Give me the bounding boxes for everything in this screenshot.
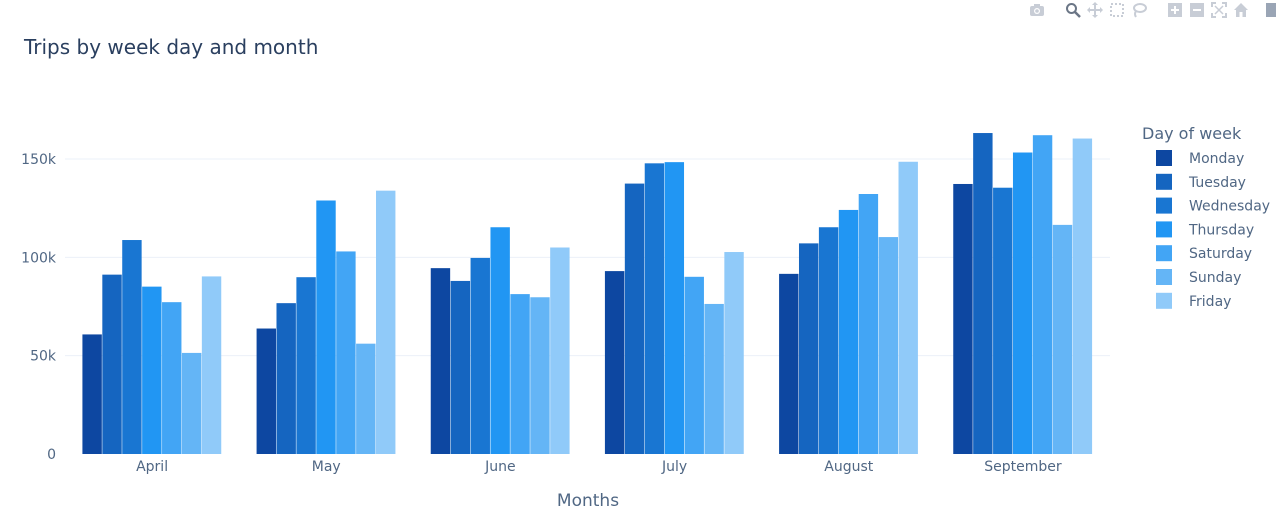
bar-monday-july[interactable] xyxy=(604,271,625,454)
zoom-in-icon[interactable] xyxy=(1164,1,1186,19)
bar-monday-june[interactable] xyxy=(430,268,451,454)
bar-sunday-august[interactable] xyxy=(878,237,899,454)
bar-wednesday-august[interactable] xyxy=(818,227,839,454)
modebar-group-export xyxy=(1026,1,1048,19)
bar-thursday-june[interactable] xyxy=(490,227,510,454)
bar-thursday-september[interactable] xyxy=(1012,152,1033,454)
bar-friday-april[interactable] xyxy=(201,276,222,454)
x-axis-title: Months xyxy=(557,491,619,511)
legend-title: Day of week xyxy=(1142,124,1242,143)
modebar-group-zoom xyxy=(1164,1,1252,19)
legend-swatch xyxy=(1156,269,1172,285)
bar-wednesday-september[interactable] xyxy=(993,187,1013,455)
bars xyxy=(82,133,1093,455)
gridlines xyxy=(65,158,1110,357)
bar-wednesday-july[interactable] xyxy=(644,163,665,454)
bar-monday-may[interactable] xyxy=(256,328,276,454)
legend-label: Monday xyxy=(1189,151,1244,167)
legend-item-friday[interactable]: Friday xyxy=(1156,292,1231,310)
modebar xyxy=(1012,0,1278,20)
box-select-icon[interactable] xyxy=(1106,1,1128,19)
bar-saturday-august[interactable] xyxy=(858,194,879,455)
bar-sunday-july[interactable] xyxy=(704,303,724,454)
bar-sunday-june[interactable] xyxy=(530,297,550,454)
legend-label: Thursday xyxy=(1188,222,1254,238)
bar-sunday-april[interactable] xyxy=(181,352,202,454)
bar-saturday-june[interactable] xyxy=(510,294,530,454)
legend-label: Saturday xyxy=(1189,246,1252,262)
bar-tuesday-june[interactable] xyxy=(450,280,471,454)
x-axis: April May June July August September xyxy=(136,459,1062,475)
bar-wednesday-may[interactable] xyxy=(296,277,316,454)
legend-item-wednesday[interactable]: Wednesday xyxy=(1156,197,1270,215)
lasso-icon[interactable] xyxy=(1128,1,1150,19)
x-tick-label: September xyxy=(984,459,1062,475)
x-tick-label: May xyxy=(312,459,341,475)
bar-thursday-april[interactable] xyxy=(142,286,162,454)
bar-saturday-may[interactable] xyxy=(336,251,356,454)
bar-friday-september[interactable] xyxy=(1072,138,1093,454)
legend-label: Wednesday xyxy=(1189,199,1270,215)
bar-tuesday-may[interactable] xyxy=(276,303,296,454)
bar-tuesday-april[interactable] xyxy=(102,274,122,454)
bar-saturday-july[interactable] xyxy=(684,276,704,454)
plotly-logo-icon[interactable] xyxy=(1266,3,1276,17)
x-tick-label: June xyxy=(484,459,516,475)
bar-tuesday-july[interactable] xyxy=(624,183,645,455)
bar-tuesday-september[interactable] xyxy=(973,133,993,455)
legend-item-saturday[interactable]: Saturday xyxy=(1156,245,1252,262)
bar-thursday-august[interactable] xyxy=(838,209,859,454)
legend-item-thursday[interactable]: Thursday xyxy=(1156,221,1254,238)
autoscale-icon[interactable] xyxy=(1208,1,1230,19)
legend-label: Friday xyxy=(1189,294,1231,310)
x-tick-label: July xyxy=(661,459,687,475)
camera-icon[interactable] xyxy=(1026,1,1048,19)
bar-monday-september[interactable] xyxy=(953,183,973,454)
legend: Monday Tuesday Wednesday Thursday Saturday Su… xyxy=(1156,150,1270,310)
bar-thursday-may[interactable] xyxy=(316,200,336,454)
bar-tuesday-august[interactable] xyxy=(798,243,819,454)
bar-sunday-may[interactable] xyxy=(356,343,376,454)
bar-monday-august[interactable] xyxy=(779,273,799,454)
bar-thursday-july[interactable] xyxy=(664,162,685,454)
legend-label: Tuesday xyxy=(1188,175,1246,191)
legend-swatch xyxy=(1156,221,1172,238)
bar-wednesday-june[interactable] xyxy=(470,257,490,454)
y-axis: 0 50k 100k 150k xyxy=(21,152,57,463)
bar-friday-may[interactable] xyxy=(376,190,396,454)
bar-wednesday-april[interactable] xyxy=(122,240,142,454)
legend-label: Sunday xyxy=(1189,270,1241,286)
y-tick-label: 150k xyxy=(21,152,57,168)
bar-friday-july[interactable] xyxy=(724,252,744,454)
legend-item-tuesday[interactable]: Tuesday xyxy=(1156,173,1246,191)
x-tick-label: April xyxy=(136,459,168,475)
bar-friday-june[interactable] xyxy=(550,247,570,455)
legend-swatch xyxy=(1156,292,1172,309)
y-tick-label: 0 xyxy=(47,447,56,463)
y-tick-label: 50k xyxy=(30,349,57,365)
y-tick-label: 100k xyxy=(21,250,57,266)
legend-swatch xyxy=(1156,173,1172,190)
legend-swatch xyxy=(1156,150,1172,166)
bar-monday-april[interactable] xyxy=(82,334,102,454)
bar-friday-august[interactable] xyxy=(898,161,918,454)
zoom-icon[interactable] xyxy=(1062,1,1084,19)
bar-saturday-april[interactable] xyxy=(162,302,182,454)
zoom-out-icon[interactable] xyxy=(1186,1,1208,19)
pan-icon[interactable] xyxy=(1084,1,1106,19)
chart-title: Trips by week day and month xyxy=(23,35,318,59)
legend-item-monday[interactable]: Monday xyxy=(1156,150,1244,167)
legend-swatch xyxy=(1156,245,1172,262)
home-icon[interactable] xyxy=(1230,1,1252,19)
bar-sunday-september[interactable] xyxy=(1052,224,1073,454)
modebar-group-select xyxy=(1062,1,1150,19)
legend-swatch xyxy=(1156,197,1172,214)
bar-saturday-september[interactable] xyxy=(1032,135,1053,454)
legend-item-sunday[interactable]: Sunday xyxy=(1156,269,1241,286)
x-tick-label: August xyxy=(824,459,874,475)
